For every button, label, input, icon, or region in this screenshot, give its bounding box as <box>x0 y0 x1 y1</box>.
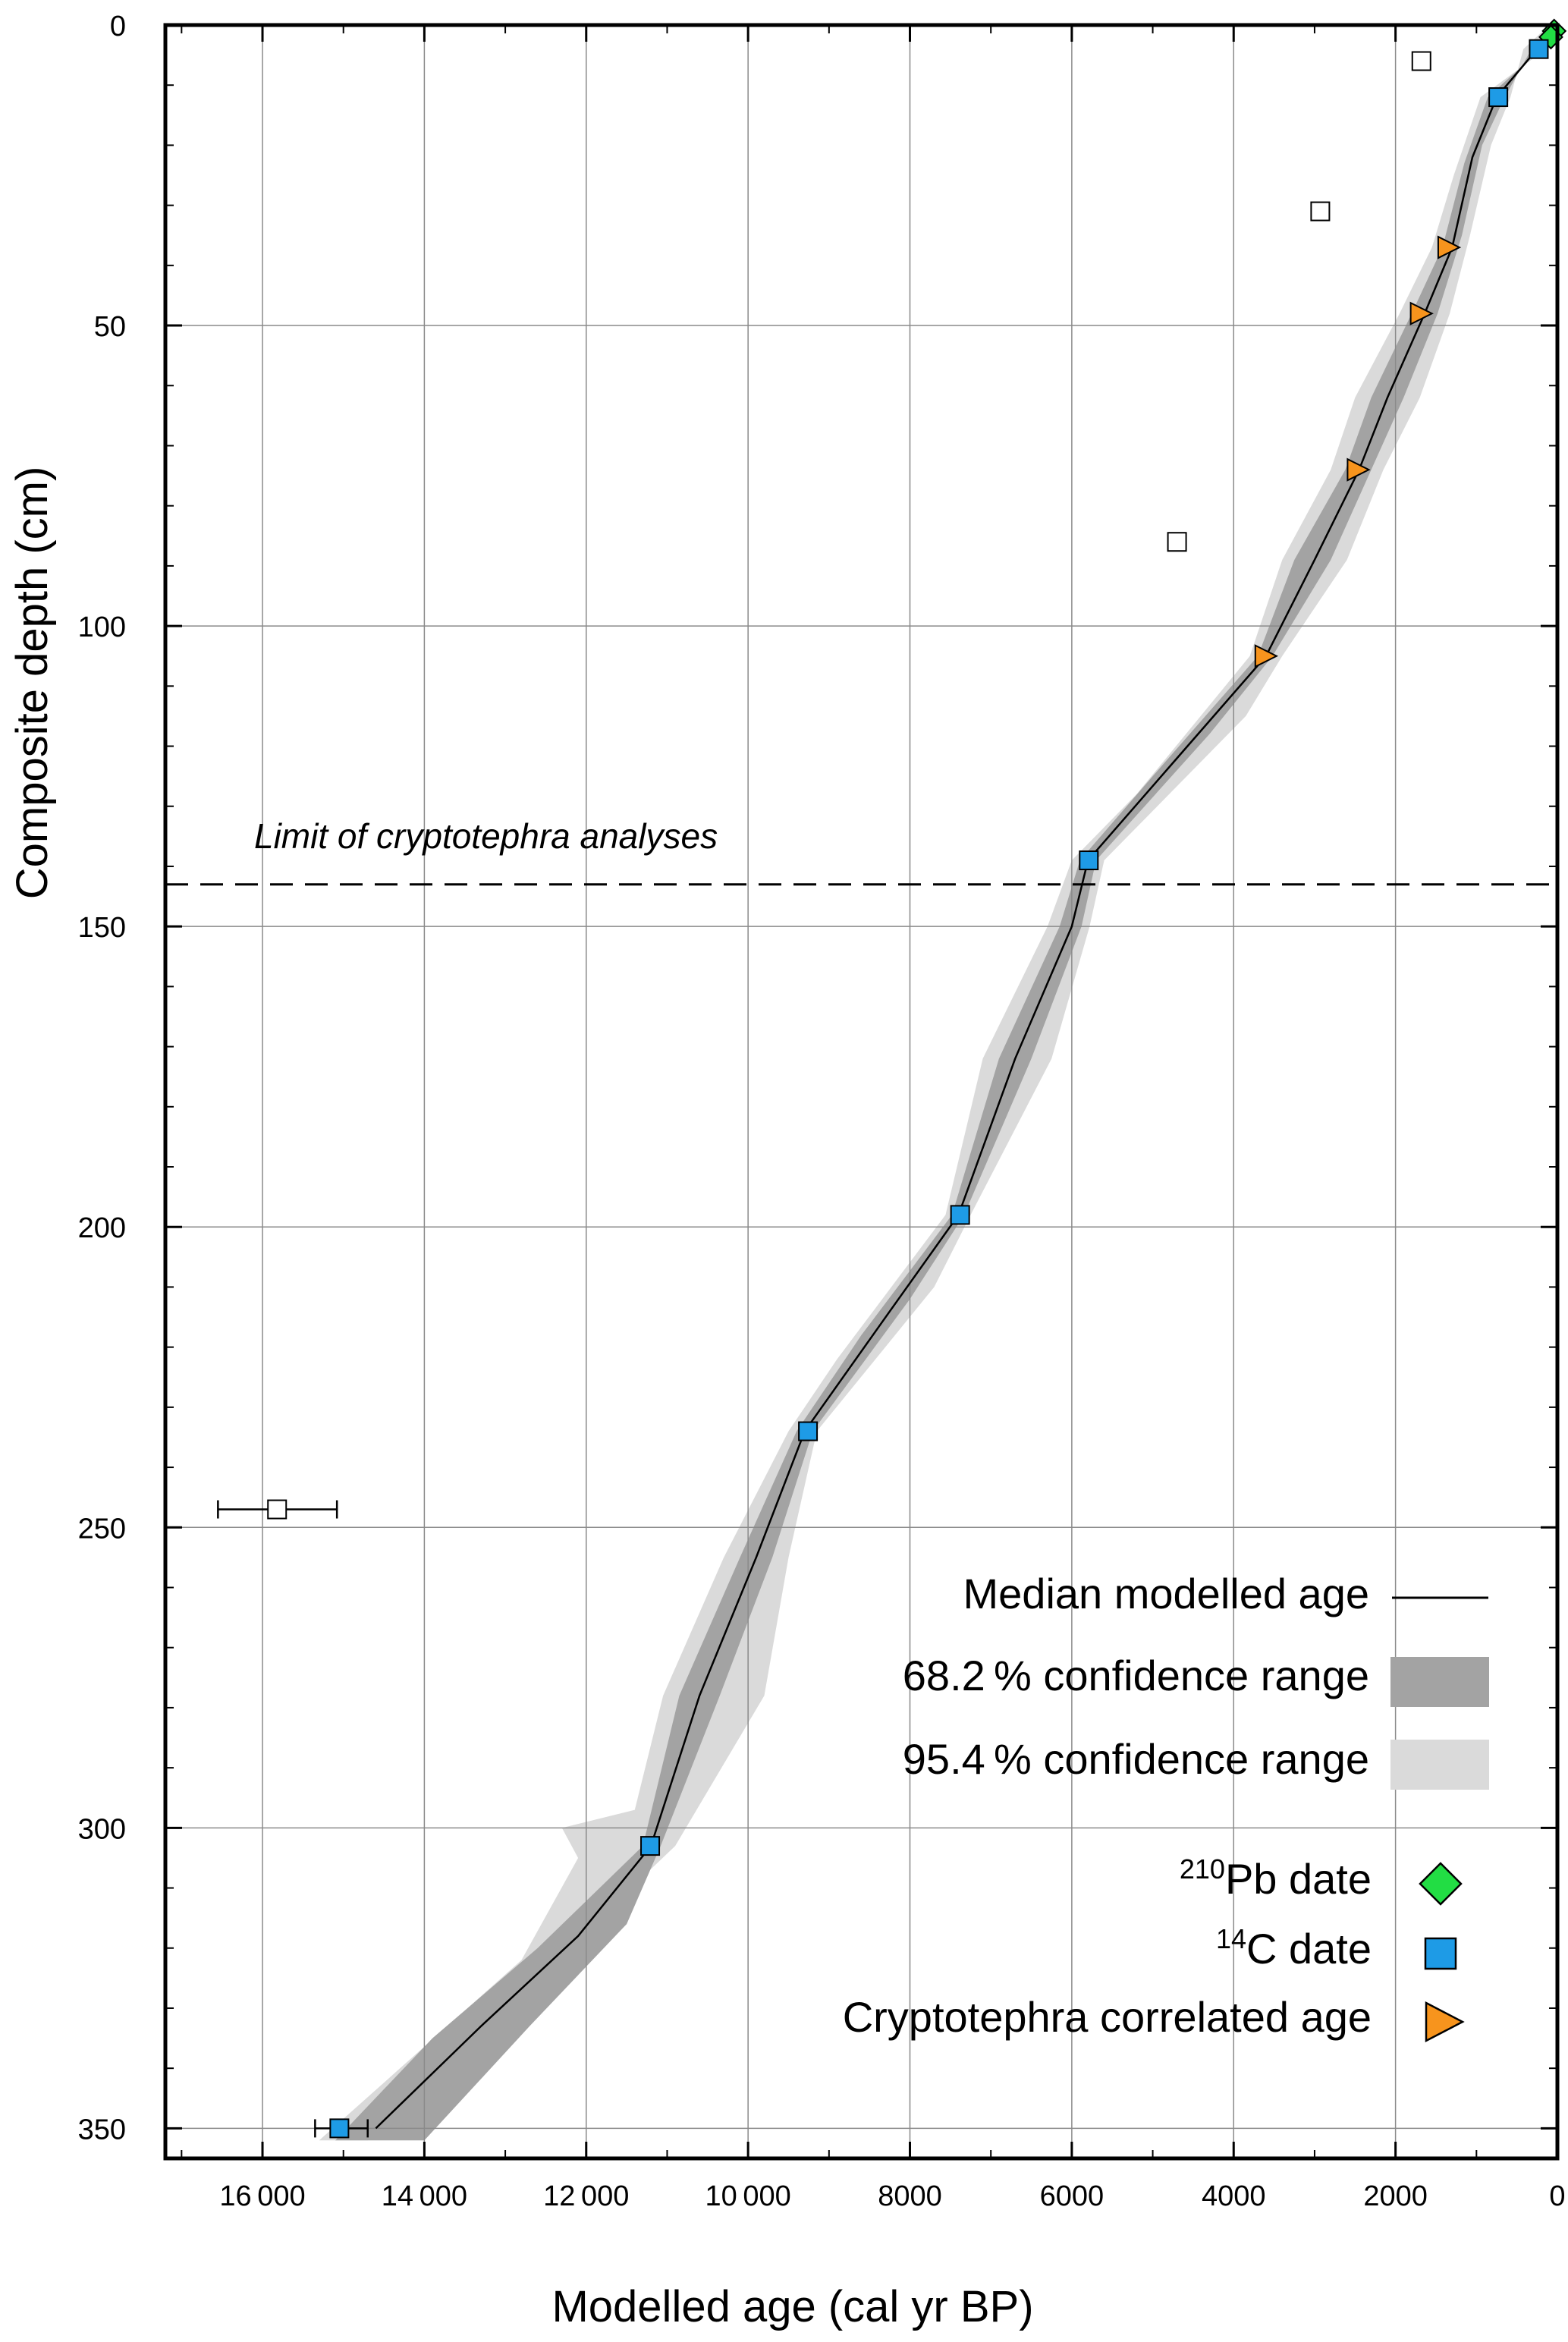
axis-ticks-layer <box>165 24 1559 2158</box>
x-tick-label: 16 000 <box>219 2180 305 2212</box>
cryptotephra-limit-label: Limit of cryptotephra analyses <box>254 816 718 856</box>
c14-date-marker <box>640 1836 661 1856</box>
legend-pb-label: 210Pb date <box>1180 1853 1372 1903</box>
legend-pb-text: Pb date <box>1225 1855 1372 1903</box>
x-tick-label: 10 000 <box>705 2180 790 2212</box>
confidence-95-band <box>319 25 1557 2141</box>
y-tick-label: 0 <box>110 11 126 42</box>
c14-date-marker <box>1079 850 1099 871</box>
cryptotephra-marker <box>1346 457 1371 482</box>
legend: Median modelled age 68.2 % confidence ra… <box>843 1570 1489 2043</box>
legend-range68-swatch <box>1390 1657 1489 1707</box>
outlier-date-marker <box>1411 51 1431 71</box>
legend-pb-marker <box>1419 1862 1463 1906</box>
y-tick-label: 100 <box>78 611 126 643</box>
x-tick-labels: 16 000 14 000 12 000 10 000 8000 6000 4000 2000… <box>219 2180 1565 2212</box>
outlier-date-marker <box>1167 532 1187 552</box>
c14-date-marker <box>1488 87 1509 108</box>
y-tick-labels: 0 50 100 150 200 250 300 350 <box>78 11 126 2146</box>
confidence-68-band-layer <box>335 25 1557 2141</box>
y-tick-label: 350 <box>78 2114 126 2146</box>
c14-date-marker <box>950 1205 970 1225</box>
legend-range95-label: 95.4 % confidence range <box>903 1735 1369 1783</box>
x-tick-label: 14 000 <box>382 2180 467 2212</box>
median-line-layer <box>375 24 1559 2130</box>
outlier-date-marker <box>267 1499 288 1520</box>
plot-frame-layer <box>163 23 1560 2161</box>
cryptotephra-marker <box>1409 301 1434 325</box>
y-tick-label: 200 <box>78 1212 126 1244</box>
y-tick-label: 150 <box>78 912 126 944</box>
c14-date-marker <box>798 1421 819 1441</box>
y-tick-label: 250 <box>78 1513 126 1545</box>
legend-range95-swatch <box>1390 1740 1489 1790</box>
x-axis-title: Modelled age (cal yr BP) <box>551 2282 1033 2331</box>
limit-line-layer: Limit of cryptotephra analyses <box>165 816 1557 886</box>
c14-date-marker <box>329 2118 350 2139</box>
legend-c14-label: 14C date <box>1216 1923 1372 1973</box>
x-tick-label: 0 <box>1549 2180 1565 2212</box>
median-age-line <box>375 24 1559 2130</box>
y-tick-label: 300 <box>78 1813 126 1845</box>
legend-c14-marker <box>1424 1937 1457 1970</box>
cryptotephra-marker <box>1437 235 1462 259</box>
date-markers-layer <box>217 18 1567 2139</box>
legend-crypto-label: Cryptotephra correlated age <box>843 1993 1372 2041</box>
x-tick-label: 12 000 <box>543 2180 629 2212</box>
legend-c14-superscript: 14 <box>1216 1923 1246 1954</box>
x-tick-label: 2000 <box>1363 2180 1428 2212</box>
c14-date-marker <box>1529 39 1549 59</box>
confidence-68-band <box>335 25 1557 2141</box>
grid-layer <box>165 25 1557 2158</box>
plot-frame <box>163 23 1560 2161</box>
legend-range68-label: 68.2 % confidence range <box>903 1652 1369 1699</box>
confidence-95-band-layer <box>319 25 1557 2141</box>
outlier-date-marker <box>1310 201 1331 222</box>
legend-pb-superscript: 210 <box>1180 1853 1225 1885</box>
x-tick-label: 8000 <box>878 2180 942 2212</box>
y-axis-title: Composite depth (cm) <box>8 467 57 900</box>
legend-crypto-marker <box>1425 2001 1465 2043</box>
x-tick-label: 6000 <box>1040 2180 1105 2212</box>
legend-c14-text: C date <box>1246 1925 1372 1973</box>
y-tick-label: 50 <box>94 311 126 343</box>
cryptotephra-marker <box>1254 644 1279 668</box>
legend-median-label: Median modelled age <box>963 1570 1369 1617</box>
x-tick-label: 4000 <box>1202 2180 1266 2212</box>
